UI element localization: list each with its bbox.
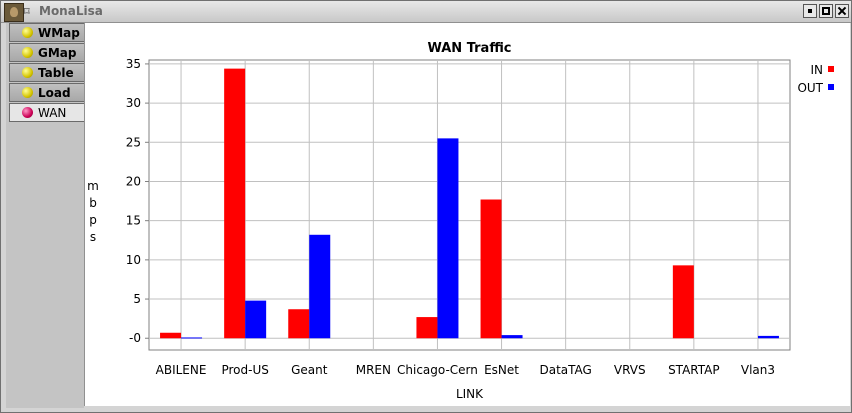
y-axis-label: b [89,196,97,210]
x-tick-label: EsNet [484,363,519,377]
tab-load[interactable]: Load [9,83,84,102]
status-dot-icon [22,47,33,58]
x-tick-label: STARTAP [668,363,720,377]
x-tick-label: DataTAG [539,363,591,377]
pin-icon[interactable]: ⌑ [24,5,30,18]
tab-gmap[interactable]: GMap [9,43,84,62]
bar-out[interactable] [245,300,267,339]
y-tick-label: 25 [126,135,141,149]
y-axis-label: p [89,213,97,227]
x-tick-label: MREN [356,363,391,377]
y-tick-label: 35 [126,57,141,71]
legend-swatch [828,66,834,72]
y-axis-label: s [90,230,96,244]
tab-label: Load [38,86,71,100]
y-tick-label: 30 [126,96,141,110]
tab-label: WAN [38,106,67,120]
y-tick-label: -0 [129,331,141,345]
y-axis-label: m [87,179,99,193]
tab-label: WMap [38,26,80,40]
status-dot-icon [22,67,33,78]
tab-label: Table [38,66,74,80]
bar-out[interactable] [309,234,331,339]
y-tick-label: 20 [126,174,141,188]
x-tick-label: Vlan3 [741,363,775,377]
bar-in[interactable] [288,309,310,339]
chart-panel: -0 5 10 15 20 25 30 35 ABILENE Prod-US Geant MREN Ch… [84,23,850,406]
minimize-button[interactable] [803,4,817,18]
tab-label: GMap [38,46,77,60]
tab-strip: WMap GMap Table Load WAN [9,23,84,123]
maximize-button[interactable] [819,4,833,18]
close-button[interactable] [835,4,849,18]
monalisa-icon[interactable] [4,3,24,22]
x-tick-label: VRVS [614,363,646,377]
bar-in[interactable] [224,68,246,339]
bar-out[interactable] [181,337,203,339]
y-tick-label: 15 [126,214,141,228]
wan-traffic-chart: -0 5 10 15 20 25 30 35 ABILENE Prod-US Geant MREN Ch… [87,41,834,401]
legend-swatch [828,84,834,90]
status-dot-icon [22,87,33,98]
tab-wmap[interactable]: WMap [9,23,84,42]
x-tick-label: Prod-US [221,363,268,377]
status-dot-icon [22,27,33,38]
bar-out[interactable] [437,138,459,339]
bar-out[interactable] [757,335,779,339]
bar-in[interactable] [160,332,182,339]
bar-out[interactable] [501,335,523,339]
x-axis-label: LINK [456,387,484,401]
x-tick-label: Chicago-Cern [397,363,478,377]
legend-label: OUT [797,81,823,95]
y-tick-label: 5 [133,292,141,306]
title-bar[interactable]: ⌑ MonaLisa [1,1,851,23]
bar-in[interactable] [416,317,438,339]
bar-in[interactable] [672,265,694,339]
window-title: MonaLisa [39,4,103,18]
legend-label: IN [810,63,823,77]
x-tick-label: Geant [291,363,328,377]
status-dot-icon [22,107,33,118]
chart-title: WAN Traffic [427,41,511,56]
y-tick-label: 10 [126,253,141,267]
x-tick-label: ABILENE [156,363,207,377]
tab-wan[interactable]: WAN [9,103,84,122]
bar-in[interactable] [480,199,502,339]
tab-table[interactable]: Table [9,63,84,82]
